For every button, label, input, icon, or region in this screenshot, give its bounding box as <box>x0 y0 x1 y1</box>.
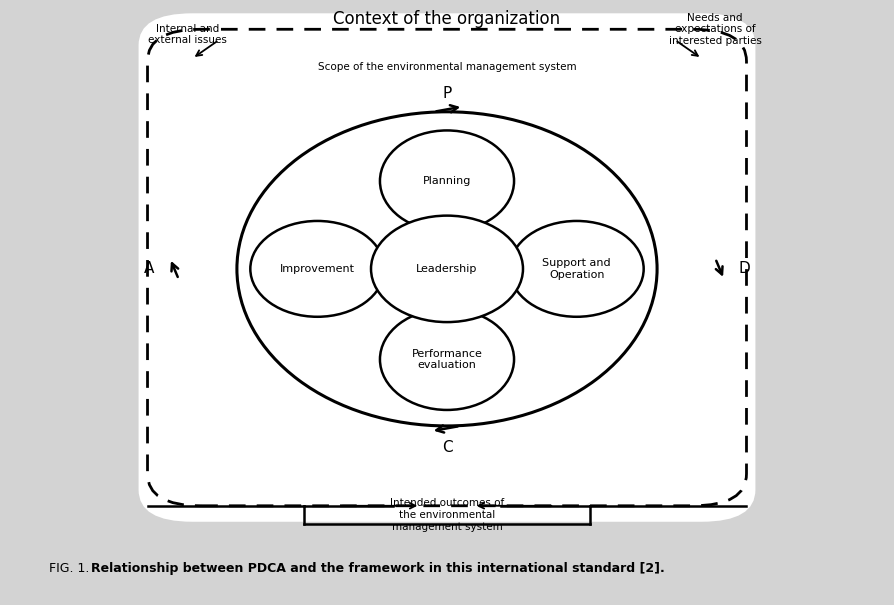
Text: D: D <box>738 261 751 276</box>
Text: Leadership: Leadership <box>417 264 477 274</box>
Text: Support and
Operation: Support and Operation <box>543 258 611 280</box>
Text: P: P <box>443 86 451 100</box>
Text: Intended outcomes of
the environmental
management system: Intended outcomes of the environmental m… <box>390 499 504 532</box>
Text: C: C <box>442 440 452 455</box>
FancyBboxPatch shape <box>139 13 755 522</box>
Text: Scope of the environmental management system: Scope of the environmental management sy… <box>317 62 577 71</box>
Ellipse shape <box>510 221 644 317</box>
Text: FIG. 1.: FIG. 1. <box>49 562 94 575</box>
Text: Internal and
external issues: Internal and external issues <box>148 24 227 45</box>
Ellipse shape <box>380 131 514 232</box>
Ellipse shape <box>250 221 384 317</box>
Text: A: A <box>144 261 155 276</box>
Text: Improvement: Improvement <box>280 264 355 274</box>
Text: Needs and
expectations of
interested parties: Needs and expectations of interested par… <box>669 13 762 46</box>
Ellipse shape <box>380 309 514 410</box>
Text: Context of the organization: Context of the organization <box>333 10 561 28</box>
Text: Relationship between PDCA and the framework in this international standard [2].: Relationship between PDCA and the framew… <box>91 562 665 575</box>
Text: Performance
evaluation: Performance evaluation <box>411 348 483 370</box>
Text: Planning: Planning <box>423 176 471 186</box>
Ellipse shape <box>371 215 523 322</box>
